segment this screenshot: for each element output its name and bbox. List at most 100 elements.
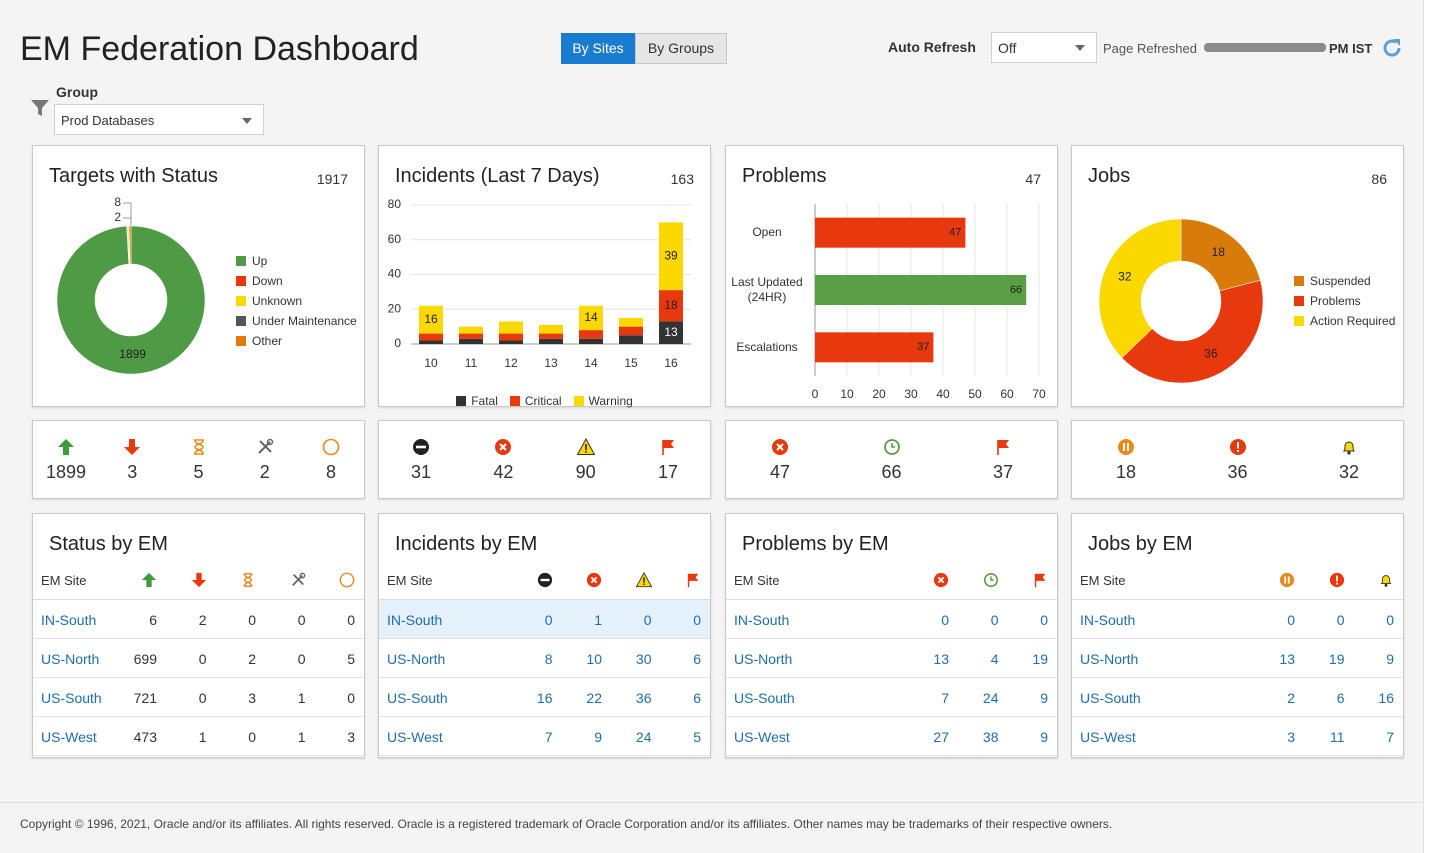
cell-value[interactable]: 36 [635, 690, 652, 706]
cell-value[interactable]: 11 [1329, 729, 1345, 745]
site-link[interactable]: US-North [734, 651, 793, 667]
cell-value[interactable]: 7 [941, 690, 949, 706]
cell-value[interactable]: 0 [941, 612, 949, 628]
cell-value[interactable]: 9 [1040, 729, 1048, 745]
cell-value[interactable]: 19 [1032, 651, 1048, 667]
auto-refresh-value: Off [998, 40, 1017, 56]
icon-shape [124, 439, 141, 455]
cell-value[interactable]: 0 [1040, 612, 1048, 628]
site-link[interactable]: US-South [1080, 690, 1141, 706]
site-link[interactable]: US-North [387, 651, 446, 667]
table-title: Status by EM [49, 533, 168, 555]
circle-icon [339, 572, 355, 588]
cell-value[interactable]: 0 [990, 612, 999, 628]
hourglass-icon [243, 573, 253, 587]
icon-shape [1118, 439, 1134, 455]
cell-value[interactable]: 7 [1386, 729, 1394, 745]
cell-value[interactable]: 24 [635, 729, 652, 745]
cell-value[interactable]: 13 [1279, 651, 1295, 667]
x-tick-label: 14 [584, 356, 598, 370]
cell-value[interactable]: 9 [1386, 651, 1394, 667]
data-label: 32 [1118, 269, 1132, 283]
legend-label: Other [252, 334, 283, 348]
critical-icon [933, 572, 949, 588]
cell-value[interactable]: 0 [693, 612, 701, 628]
cell-value[interactable]: 0 [544, 612, 553, 628]
cell-value[interactable]: 6 [693, 651, 701, 667]
legend-item: Unknown [236, 294, 302, 308]
site-link[interactable]: US-South [387, 690, 448, 706]
tile-value: 36 [1227, 462, 1248, 482]
legend-item: Problems [1294, 294, 1361, 308]
cell-value[interactable]: 22 [586, 690, 602, 706]
header-rule [1072, 599, 1403, 600]
site-link[interactable]: US-West [387, 729, 443, 745]
refresh-button[interactable] [1380, 36, 1404, 60]
cell-value[interactable]: 2 [1287, 690, 1295, 706]
data-label: 1899 [119, 347, 146, 361]
site-link[interactable]: US-West [41, 729, 97, 745]
icon-shape [1384, 583, 1388, 587]
auto-refresh-select[interactable]: Off [991, 32, 1097, 63]
icon-shape [299, 572, 305, 579]
header-rule [33, 599, 364, 600]
cell-value[interactable]: 0 [1287, 612, 1295, 628]
cell-value[interactable]: 5 [693, 729, 701, 745]
cell-value[interactable]: 8 [544, 651, 553, 667]
clock-icon [883, 439, 900, 455]
cell-value[interactable]: 16 [1378, 690, 1394, 706]
site-link[interactable]: IN-South [387, 612, 443, 628]
group-select[interactable]: Prod Databases [54, 104, 264, 135]
bar [815, 332, 934, 363]
cell-value[interactable]: 30 [635, 651, 652, 667]
cell-value[interactable]: 10 [586, 651, 602, 667]
alert-icon [1329, 572, 1344, 588]
tab-by-sites[interactable]: By Sites [561, 33, 635, 64]
cell-value[interactable]: 0 [1386, 612, 1394, 628]
cell-value[interactable]: 27 [933, 729, 949, 745]
cell-value[interactable]: 16 [536, 690, 553, 706]
cell-value[interactable]: 4 [990, 651, 999, 667]
row-rule [726, 755, 1057, 756]
scrollbar[interactable] [1423, 0, 1440, 853]
cell-value[interactable]: 19 [1328, 651, 1345, 667]
site-link[interactable]: IN-South [41, 612, 97, 628]
flag-icon [687, 573, 699, 588]
site-link[interactable]: US-South [734, 690, 795, 706]
icon-shape [937, 576, 945, 584]
cell-value[interactable]: 38 [982, 729, 999, 745]
cell-value[interactable]: 0 [643, 612, 652, 628]
redacted-time [1204, 43, 1326, 52]
data-label: 36 [1204, 346, 1218, 360]
tab-by-groups[interactable]: By Groups [635, 33, 727, 64]
data-label: 16 [424, 312, 438, 326]
bar-segment [659, 290, 683, 322]
chart-title: Jobs [1088, 165, 1131, 187]
icon-shape [776, 443, 784, 451]
cell-value[interactable]: 0 [1336, 612, 1345, 628]
column-header: EM Site [387, 573, 433, 588]
cell-value[interactable]: 13 [933, 651, 949, 667]
cell-value[interactable]: 1 [594, 612, 602, 628]
cell-value[interactable]: 7 [544, 729, 553, 745]
cell-value: 1 [297, 690, 306, 706]
icon-shape [584, 444, 587, 450]
site-link[interactable]: US-North [1080, 651, 1139, 667]
cell-value[interactable]: 6 [693, 690, 701, 706]
site-link[interactable]: US-South [41, 690, 102, 706]
site-link[interactable]: US-North [41, 651, 100, 667]
site-link[interactable]: IN-South [734, 612, 790, 628]
cell-value[interactable]: 9 [1040, 690, 1048, 706]
icon-shape [322, 438, 340, 456]
site-link[interactable]: IN-South [1080, 612, 1136, 628]
site-link[interactable]: US-West [1080, 729, 1136, 745]
cell-value[interactable]: 6 [1336, 690, 1345, 706]
bar-segment [459, 338, 483, 344]
cell-value[interactable]: 24 [982, 690, 999, 706]
cell-value[interactable]: 9 [594, 729, 602, 745]
donut-slice [1098, 218, 1182, 359]
table-title: Incidents by EM [395, 533, 538, 555]
site-link[interactable]: US-West [734, 729, 790, 745]
tile-value: 66 [881, 462, 902, 482]
cell-value[interactable]: 3 [1287, 729, 1295, 745]
